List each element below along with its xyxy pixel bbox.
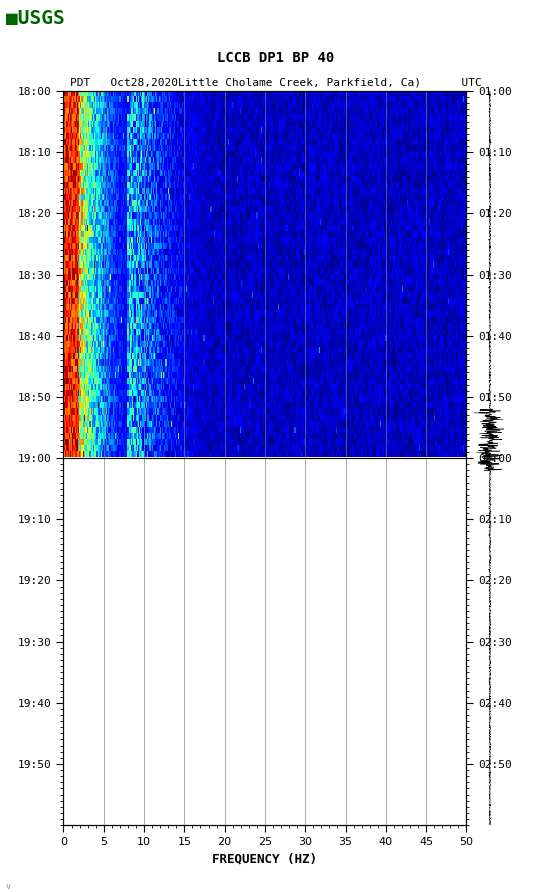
Text: ■USGS: ■USGS: [6, 9, 64, 28]
Text: PDT   Oct28,2020Little Cholame Creek, Parkfield, Ca)      UTC: PDT Oct28,2020Little Cholame Creek, Park…: [70, 78, 482, 87]
Text: LCCB DP1 BP 40: LCCB DP1 BP 40: [217, 51, 335, 65]
Text: v: v: [6, 882, 10, 891]
X-axis label: FREQUENCY (HZ): FREQUENCY (HZ): [213, 853, 317, 865]
